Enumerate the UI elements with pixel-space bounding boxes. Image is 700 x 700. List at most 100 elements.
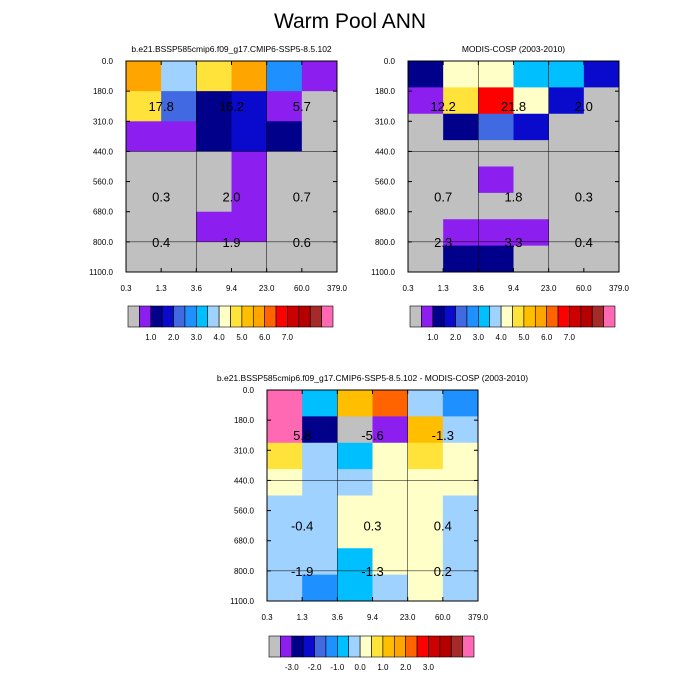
heatmap-cell bbox=[266, 181, 303, 213]
y-tick-label: 310.0 bbox=[234, 446, 255, 455]
heatmap-cell bbox=[513, 140, 550, 168]
colorbar-swatch bbox=[314, 635, 327, 658]
heatmap-cell bbox=[231, 241, 268, 273]
heatmap-cell bbox=[372, 416, 409, 444]
colorbar-swatch bbox=[428, 635, 441, 658]
heatmap-cell bbox=[231, 211, 268, 243]
heatmap-cell bbox=[408, 245, 444, 273]
heatmap-cell bbox=[443, 140, 479, 168]
heatmap-cell bbox=[161, 211, 197, 243]
colorbar-label: 1.0 bbox=[427, 333, 439, 342]
heatmap-cell bbox=[301, 151, 338, 183]
y-tick-label: 680.0 bbox=[234, 537, 255, 546]
colorbar-swatch bbox=[534, 305, 547, 328]
colorbar-swatch bbox=[591, 305, 604, 328]
heatmap-cell bbox=[302, 469, 338, 497]
y-tick-label: 180.0 bbox=[234, 416, 255, 425]
heatmap-cell bbox=[337, 574, 373, 602]
heatmap-cell bbox=[442, 442, 479, 470]
y-tick-label: 0.0 bbox=[384, 57, 396, 66]
heatmap-cell bbox=[478, 166, 514, 194]
heatmap-cell bbox=[126, 151, 162, 183]
y-tick-label: 800.0 bbox=[93, 238, 114, 247]
heatmap-cell bbox=[266, 151, 303, 183]
colorbar-swatch bbox=[241, 305, 254, 328]
heatmap-cell bbox=[583, 140, 620, 168]
heatmap-cell bbox=[196, 61, 232, 92]
heatmap-cell bbox=[372, 521, 409, 549]
colorbar-swatch bbox=[309, 305, 322, 328]
x-tick-label: 379.0 bbox=[327, 284, 348, 293]
colorbar-label: -1.0 bbox=[330, 663, 344, 672]
heatmap-cell bbox=[267, 442, 303, 470]
colorbar-swatch bbox=[443, 305, 456, 328]
colorbar-label: 5.0 bbox=[236, 333, 248, 342]
heatmap-cell bbox=[442, 521, 479, 549]
colorbar-swatch bbox=[489, 305, 502, 328]
colorbar-swatch bbox=[280, 635, 293, 658]
cell-annotation: 21.8 bbox=[501, 99, 526, 114]
heatmap-cell bbox=[548, 166, 585, 194]
heatmap-cell bbox=[513, 113, 550, 141]
heatmap-cell bbox=[407, 416, 444, 444]
colorbar-label: 2.0 bbox=[168, 333, 180, 342]
x-tick-label: 3.6 bbox=[332, 613, 344, 622]
heatmap-cell bbox=[583, 113, 620, 141]
colorbar-swatch bbox=[371, 635, 384, 658]
colorbar-label: 1.0 bbox=[377, 663, 389, 672]
y-tick-label: 1100.0 bbox=[230, 597, 254, 606]
heatmap-cell bbox=[231, 91, 268, 122]
heatmap-cell bbox=[548, 140, 585, 168]
y-tick-label: 800.0 bbox=[375, 238, 396, 247]
colorbar-swatch bbox=[466, 305, 479, 328]
cell-annotation: 0.4 bbox=[152, 235, 170, 250]
heatmap-cell bbox=[478, 61, 514, 88]
y-tick-label: 560.0 bbox=[93, 178, 114, 187]
colorbar-swatch bbox=[287, 305, 300, 328]
x-tick-label: 3.6 bbox=[191, 284, 203, 293]
y-tick-label: 560.0 bbox=[234, 507, 255, 516]
colorbar-swatch bbox=[173, 305, 186, 328]
heatmap-cell bbox=[302, 442, 338, 470]
colorbar-swatch bbox=[275, 305, 288, 328]
heatmap-cell bbox=[196, 91, 232, 122]
heatmap-cell bbox=[196, 121, 232, 152]
cell-annotation: 17.8 bbox=[149, 99, 174, 114]
colorbar-swatch bbox=[207, 305, 220, 328]
heatmap-cell bbox=[266, 211, 303, 243]
cell-annotation: 0.7 bbox=[434, 190, 452, 205]
panel-model: b.e21.BSSP585cmip6.f09_g17.CMIP6-SSP5-8.… bbox=[89, 44, 347, 342]
heatmap-cell bbox=[443, 87, 479, 115]
heatmap-cell bbox=[443, 245, 479, 273]
panel-title: MODIS-COSP (2003-2010) bbox=[462, 44, 565, 54]
heatmap-cell bbox=[513, 61, 550, 88]
heatmap-cell bbox=[583, 245, 620, 273]
colorbar-swatch bbox=[546, 305, 559, 328]
y-tick-label: 180.0 bbox=[375, 87, 396, 96]
cell-annotation: 12.2 bbox=[431, 99, 456, 114]
cell-annotation: 0.3 bbox=[152, 190, 170, 205]
heatmap-cell bbox=[337, 521, 373, 549]
heatmap-cell bbox=[337, 495, 373, 523]
x-tick-label: 23.0 bbox=[400, 613, 416, 622]
colorbar-swatch bbox=[462, 635, 475, 658]
heatmap-cell bbox=[548, 245, 585, 273]
heatmap-cell bbox=[442, 495, 479, 523]
colorbar-label: 7.0 bbox=[564, 333, 576, 342]
colorbar-label: -3.0 bbox=[285, 663, 299, 672]
colorbar-swatch bbox=[321, 305, 334, 328]
heatmap-cell bbox=[407, 574, 444, 602]
heatmap-cell bbox=[231, 151, 268, 183]
heatmap-cell bbox=[267, 495, 303, 523]
cell-annotation: 0.3 bbox=[575, 190, 593, 205]
heatmap-cell bbox=[443, 192, 479, 220]
heatmap-cell bbox=[337, 416, 373, 444]
heatmap-cell bbox=[408, 166, 444, 194]
heatmap-cell bbox=[231, 61, 268, 92]
cell-annotation: -5.6 bbox=[361, 428, 383, 443]
panel-title: b.e21.BSSP585cmip6.f09_g17.CMIP6-SSP5-8.… bbox=[131, 44, 332, 54]
heatmap-cell bbox=[266, 61, 303, 92]
y-tick-label: 680.0 bbox=[375, 208, 396, 217]
y-tick-label: 800.0 bbox=[234, 567, 255, 576]
heatmap-cell bbox=[407, 469, 444, 497]
